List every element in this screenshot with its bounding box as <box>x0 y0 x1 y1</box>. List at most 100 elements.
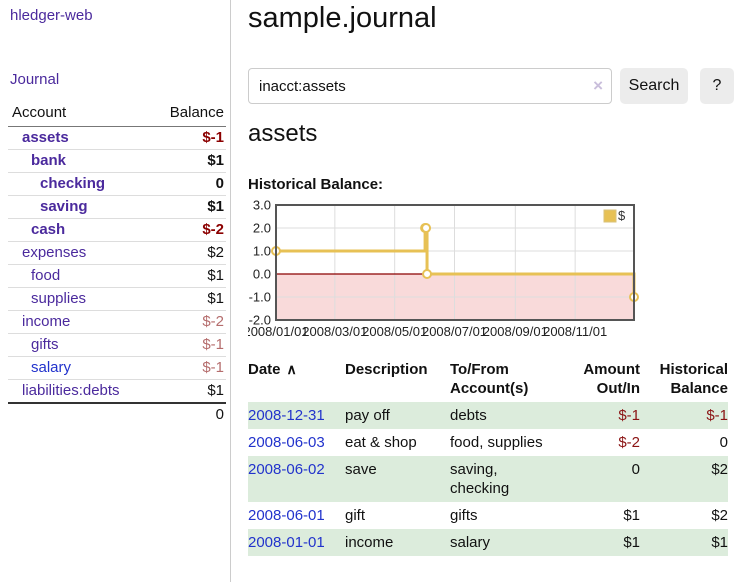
x-tick-label: 2008/03/01 <box>302 324 367 339</box>
account-balance: $-1 <box>149 356 226 380</box>
account-row: liabilities:debts $1 <box>8 379 226 404</box>
search-input[interactable] <box>248 68 612 104</box>
y-tick-label: 0.0 <box>253 267 271 282</box>
account-balance: $-1 <box>149 126 226 150</box>
account-link-expenses[interactable]: expenses <box>22 244 87 261</box>
search-button[interactable]: Search <box>620 68 688 104</box>
transaction-date-cell: 2008-06-03 <box>248 429 345 456</box>
chart-title: Historical Balance: <box>248 176 384 193</box>
transaction-date-link[interactable]: 2008-01-01 <box>248 534 325 551</box>
account-link-income[interactable]: income <box>22 313 71 330</box>
transaction-balance: $-1 <box>706 407 728 424</box>
transaction-description: income <box>345 534 394 551</box>
account-balance: $2 <box>149 241 226 265</box>
account-link-gifts[interactable]: gifts <box>31 336 59 353</box>
account-row: cash $-2 <box>8 218 226 242</box>
transaction-accounts: salary <box>450 534 491 551</box>
transaction-accounts: saving, checking <box>450 461 510 497</box>
transaction-amount: $1 <box>623 534 640 551</box>
transaction-balance: 0 <box>719 434 728 451</box>
nav-journal-link[interactable]: Journal <box>10 71 60 88</box>
register-header-to-from: To/From Account(s) <box>450 361 529 397</box>
account-name-cell: gifts <box>8 333 150 357</box>
accounts-header-row: Account Balance <box>8 100 226 127</box>
account-row: income $-2 <box>8 310 226 334</box>
legend-label: $ <box>618 208 626 223</box>
account-row: checking 0 <box>8 172 226 196</box>
account-row: expenses $2 <box>8 241 226 265</box>
transaction-accounts: gifts <box>450 507 478 524</box>
x-tick-label: 2008/01/01 <box>248 324 309 339</box>
account-link-checking[interactable]: checking <box>40 175 106 192</box>
transaction-description: eat & shop <box>345 434 417 451</box>
transaction-amount: 0 <box>631 461 640 478</box>
account-link-supplies[interactable]: supplies <box>31 290 87 307</box>
account-name-cell: salary <box>8 356 150 380</box>
brand-link[interactable]: hledger-web <box>10 7 93 24</box>
account-link-saving[interactable]: saving <box>40 198 88 215</box>
transaction-row: 2008-06-02 save saving, checking 0 $2 <box>248 456 728 502</box>
transaction-row: 2008-12-31 pay off debts $-1 $-1 <box>248 402 728 429</box>
transaction-accounts: food, supplies <box>450 434 543 451</box>
search-form: × Search ? <box>248 68 734 104</box>
x-tick-label: 2008/05/01 <box>362 324 427 339</box>
account-link-liabilities-debts[interactable]: liabilities:debts <box>22 382 120 399</box>
account-balance: $-2 <box>149 310 226 334</box>
accounts-total-row: 0 <box>8 402 226 426</box>
account-name-cell: checking <box>8 172 150 196</box>
register-header-amount: Amount Out/In <box>583 361 640 397</box>
account-balance: $-2 <box>149 218 226 242</box>
transaction-description: pay off <box>345 407 390 424</box>
transaction-amount: $1 <box>623 507 640 524</box>
transaction-balance: $2 <box>711 507 728 524</box>
account-name-cell: supplies <box>8 287 150 311</box>
account-link-assets[interactable]: assets <box>22 129 69 146</box>
transaction-date-cell: 2008-01-01 <box>248 529 345 556</box>
y-tick-label: -1.0 <box>249 290 271 305</box>
account-row: assets $-1 <box>8 126 226 150</box>
search-box: × <box>248 68 612 104</box>
transaction-date-link[interactable]: 2008-06-03 <box>248 434 325 451</box>
account-balance: $1 <box>149 264 226 288</box>
transaction-date-link[interactable]: 2008-12-31 <box>248 407 325 424</box>
account-link-food[interactable]: food <box>31 267 61 284</box>
page-title: sample.journal <box>248 2 437 34</box>
transaction-amount: $-1 <box>618 407 640 424</box>
clear-search-icon[interactable]: × <box>593 76 603 95</box>
transaction-row: 2008-01-01 income salary $1 $1 <box>248 529 728 556</box>
transaction-balance: $1 <box>711 534 728 551</box>
account-row: gifts $-1 <box>8 333 226 357</box>
account-row: salary $-1 <box>8 356 226 380</box>
register-header-historical: Historical Balance <box>659 361 728 397</box>
account-link-salary[interactable]: salary <box>31 359 72 376</box>
transaction-description: save <box>345 461 377 478</box>
accounts-header-balance: Balance <box>149 100 226 127</box>
data-point-marker <box>422 269 433 279</box>
help-button[interactable]: ? <box>700 68 734 104</box>
account-heading: assets <box>248 120 318 147</box>
account-name-cell: income <box>8 310 150 334</box>
account-row: supplies $1 <box>8 287 226 311</box>
x-tick-label: 2008/09/01 <box>483 324 548 339</box>
transaction-date-link[interactable]: 2008-06-02 <box>248 461 325 478</box>
transaction-row: 2008-06-03 eat & shop food, supplies $-2 0 <box>248 429 728 456</box>
transaction-date-cell: 2008-12-31 <box>248 402 345 429</box>
account-link-bank[interactable]: bank <box>31 152 67 169</box>
account-name-cell: liabilities:debts <box>8 379 150 404</box>
register-header-row: Date ∧ Description To/From Account(s) Amount… <box>248 352 728 402</box>
transaction-date-link[interactable]: 2008-06-01 <box>248 507 325 524</box>
transaction-balance: $2 <box>711 461 728 478</box>
register-table: Date ∧ Description To/From Account(s) Amount… <box>248 352 728 556</box>
transaction-row: 2008-06-01 gift gifts $1 $2 <box>248 502 728 529</box>
account-row: bank $1 <box>8 149 226 173</box>
account-balance: $1 <box>149 149 226 173</box>
account-name-cell: bank <box>8 149 150 173</box>
y-tick-label: 1.0 <box>253 244 271 259</box>
account-balance: $1 <box>149 195 226 219</box>
account-link-cash[interactable]: cash <box>31 221 66 238</box>
accounts-header-account: Account <box>8 100 150 127</box>
transaction-accounts: debts <box>450 407 487 424</box>
transaction-amount: $-2 <box>618 434 640 451</box>
transaction-date-cell: 2008-06-01 <box>248 502 345 529</box>
register-header-date[interactable]: Date ∧ <box>248 361 297 378</box>
